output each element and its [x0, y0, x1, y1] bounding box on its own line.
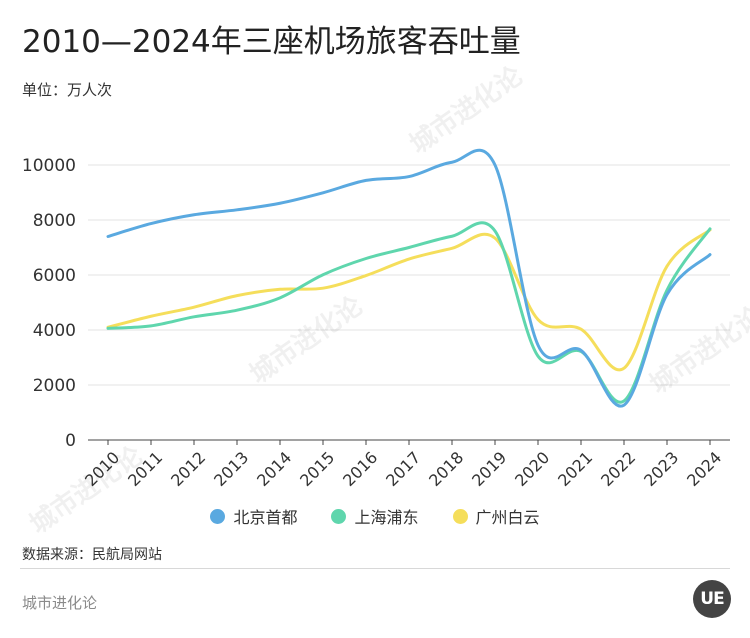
legend-dot-beijing: [210, 508, 226, 524]
x-tick-label: 2021: [554, 448, 596, 490]
x-tick-label: 2020: [511, 448, 553, 490]
x-tick-label: 2017: [382, 448, 424, 490]
y-tick-label: 6000: [33, 266, 76, 286]
y-tick-label: 4000: [33, 321, 76, 341]
x-tick-label: 2018: [425, 448, 467, 490]
brand-name: 城市进化论: [22, 594, 98, 612]
legend-dot-shanghai: [331, 508, 347, 524]
legend-dot-guangzhou: [452, 508, 468, 524]
x-tick-label: 2015: [296, 448, 338, 490]
x-tick-label: 2011: [124, 448, 166, 490]
legend-item-shanghai: 上海浦东: [331, 504, 419, 528]
x-tick-label: 2024: [683, 448, 725, 490]
unit-label: 单位：万人次: [22, 81, 113, 99]
x-tick-label: 2010: [81, 448, 123, 490]
legend-label-shanghai: 上海浦东: [354, 508, 419, 527]
y-tick-label: 0: [65, 431, 76, 451]
x-tick-label: 2014: [253, 448, 295, 490]
legend-label-guangzhou: 广州白云: [475, 508, 540, 527]
data-source: 数据来源：民航局网站: [22, 547, 162, 563]
legend-label-beijing: 北京首都: [233, 508, 298, 527]
divider: [20, 568, 730, 569]
legend-item-guangzhou: 广州白云: [452, 504, 540, 528]
x-tick-label: 2023: [640, 448, 682, 490]
series-line-guangzhou: [106, 228, 712, 372]
x-tick-label: 2013: [210, 448, 252, 490]
legend: 北京首都 上海浦东 广州白云: [0, 504, 750, 528]
x-tick-label: 2022: [597, 448, 639, 490]
y-tick-label: 10000: [22, 156, 76, 176]
chart-title: 2010—2024年三座机场旅客吞吐量: [22, 24, 521, 60]
brand-logo: UE: [693, 580, 731, 618]
y-tick-label: 8000: [33, 211, 76, 231]
series-line-beijing: [106, 148, 712, 408]
x-tick-label: 2019: [468, 448, 510, 490]
x-tick-label: 2016: [339, 448, 381, 490]
series-line-shanghai: [106, 221, 712, 404]
x-tick-label: 2012: [167, 448, 209, 490]
y-tick-label: 2000: [33, 376, 76, 396]
legend-item-beijing: 北京首都: [210, 504, 297, 528]
